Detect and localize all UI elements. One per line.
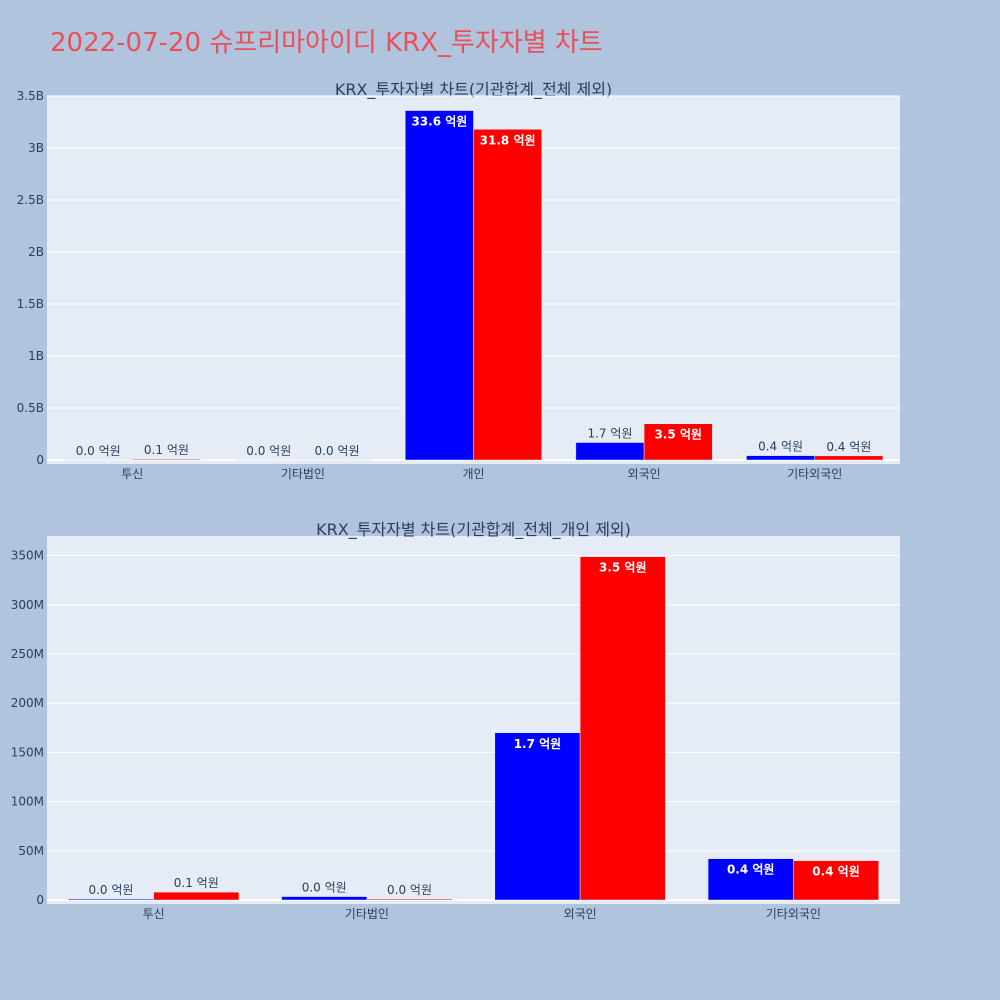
y-tick-label: 200M [11, 696, 44, 710]
data-label: 0.4 억원 [727, 863, 775, 877]
data-label: 1.7 억원 [514, 737, 562, 751]
chart-title: KRX_투자자별 차트(기관합계_전체 제외) [335, 80, 612, 100]
chart-top: KRX_투자자별 차트(기관합계_전체 제외) 0 0.5B 1B 1.5B 2B 2.5B… [17, 80, 900, 481]
bar [707, 858, 794, 901]
bar [643, 423, 713, 461]
y-tick-label: 1.5B [17, 297, 44, 311]
y-tick-label: 250M [11, 647, 44, 661]
chart-title: KRX_투자자별 차트(기관합계_전체_개인 제외) [316, 520, 631, 540]
x-tick-label: 기타외국인 [787, 467, 842, 481]
data-label: 3.5 억원 [599, 561, 647, 575]
bar [302, 459, 372, 461]
data-label: 0.0 억원 [315, 444, 360, 458]
x-tick-label: 기타외국인 [766, 907, 821, 921]
page-title: 2022-07-20 슈프리마아이디 KRX_투자자별 차트 [50, 28, 603, 58]
y-tick-label: 0 [36, 453, 44, 467]
y-tick-label: 2B [28, 245, 44, 259]
data-label: 0.1 억원 [174, 876, 219, 890]
y-tick-label: 0.5B [17, 401, 44, 415]
data-label: 0.0 억원 [387, 883, 432, 897]
data-label: 0.4 억원 [826, 440, 871, 454]
bar [281, 896, 368, 901]
y-tick-label: 2.5B [17, 193, 44, 207]
y-tick-label: 50M [18, 844, 44, 858]
y-tick-label: 300M [11, 598, 44, 612]
y-tick-label: 0 [36, 893, 44, 907]
y-tick-label: 3.5B [17, 89, 44, 103]
x-tick-label: 외국인 [564, 907, 597, 921]
bar [814, 455, 884, 461]
y-tick-label: 3B [28, 141, 44, 155]
y-tick-label: 1B [28, 349, 44, 363]
bar [579, 556, 666, 901]
bar [153, 891, 240, 901]
x-tick-label: 기타법인 [345, 907, 389, 921]
bar [793, 860, 879, 901]
y-tick-label: 150M [11, 745, 44, 759]
x-tick-label: 투신 [143, 907, 165, 921]
bar [366, 898, 453, 901]
plot-area [47, 536, 900, 904]
data-label: 0.0 억원 [246, 444, 291, 458]
y-tick-label: 100M [11, 795, 44, 809]
data-label: 0.1 억원 [144, 443, 189, 457]
x-tick-label: 기타법인 [281, 467, 325, 481]
y-tick-label: 350M [11, 549, 44, 563]
x-tick-label: 투신 [121, 467, 143, 481]
data-label: 33.6 억원 [411, 115, 467, 129]
data-label: 0.0 억원 [88, 883, 133, 897]
x-tick-label: 개인 [462, 467, 484, 481]
bar [132, 458, 201, 461]
data-label: 0.0 억원 [302, 881, 347, 895]
data-label: 1.7 억원 [587, 427, 632, 441]
data-label: 0.4 억원 [758, 440, 803, 454]
bar [68, 898, 154, 901]
data-label: 0.0 억원 [76, 444, 121, 458]
bar [473, 129, 542, 461]
x-tick-label: 외국인 [628, 467, 661, 481]
data-label: 3.5 억원 [654, 428, 702, 442]
data-label: 0.4 억원 [812, 865, 860, 879]
bar [405, 110, 474, 461]
bar [494, 732, 581, 901]
data-label: 31.8 억원 [480, 133, 536, 147]
